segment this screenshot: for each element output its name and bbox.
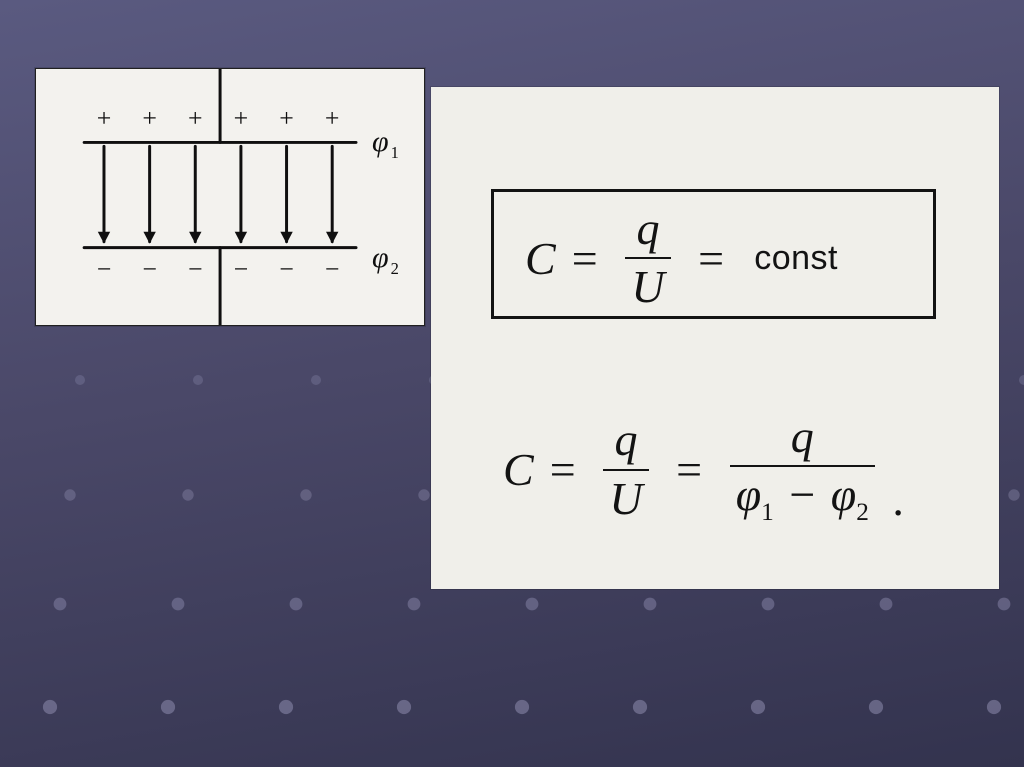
const-label: const — [754, 239, 838, 278]
phi-1-label: φ1 — [372, 125, 399, 163]
svg-text:−: − — [142, 254, 157, 283]
svg-text:+: + — [279, 104, 294, 133]
capacitor-diagram: + + + + + + − − − − − − — [36, 69, 424, 325]
capacitance-const-formula: C = q U = const — [525, 205, 838, 312]
svg-text:+: + — [234, 104, 249, 133]
svg-text:−: − — [97, 254, 112, 283]
svg-text:+: + — [142, 104, 157, 133]
svg-text:−: − — [188, 254, 203, 283]
svg-text:+: + — [188, 104, 203, 133]
svg-text:−: − — [234, 254, 249, 283]
svg-text:+: + — [97, 104, 112, 133]
svg-text:+: + — [325, 104, 340, 133]
formula-panel: C = q U = const C = q U = q φ1 − φ2 . — [431, 87, 999, 589]
capacitor-diagram-panel: + + + + + + − − − − − − φ1 φ2 — [35, 68, 425, 326]
svg-text:−: − — [325, 254, 340, 283]
phi-2-label: φ2 — [372, 241, 399, 279]
capacitance-phi-formula: C = q U = q φ1 − φ2 . — [503, 413, 904, 526]
svg-text:−: − — [279, 254, 294, 283]
